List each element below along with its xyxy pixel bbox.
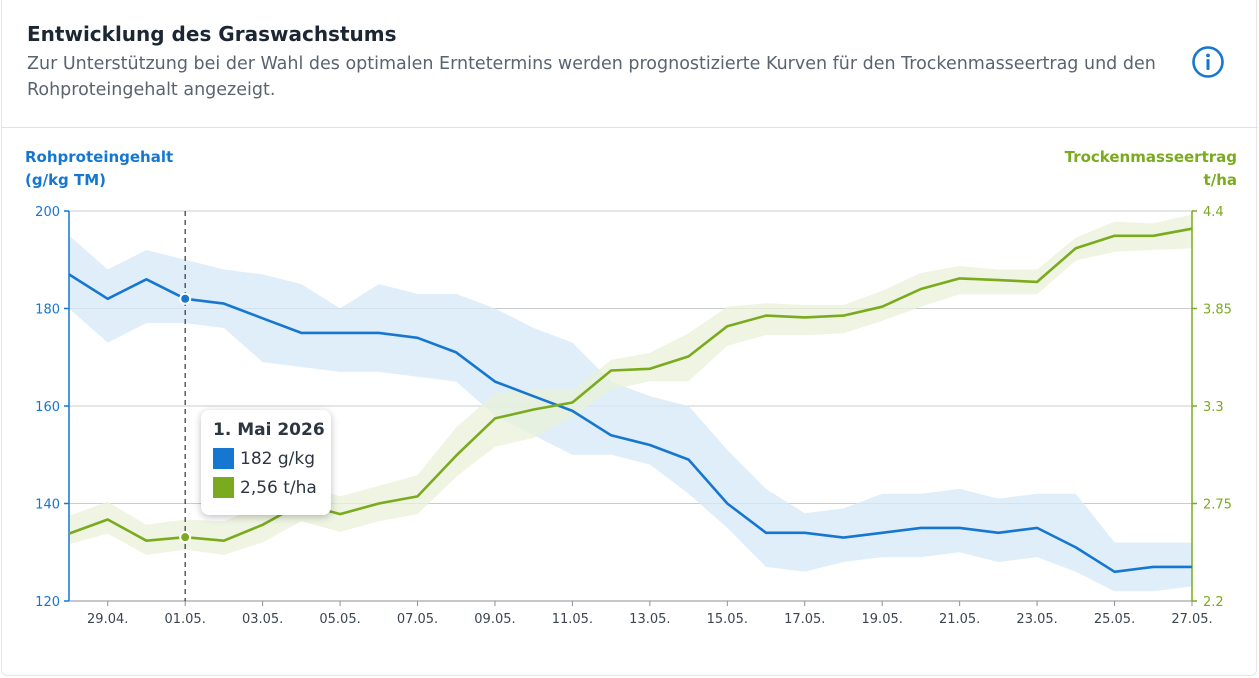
right-axis-tick-label: 3.3: [1203, 400, 1224, 415]
right-axis-tick-label: 3.85: [1203, 303, 1232, 318]
x-axis-tick-label: 17.05.: [784, 612, 825, 627]
x-axis-tick-label: 01.05.: [164, 612, 205, 627]
left-axis-title: Rohproteingehalt (g/kg TM): [25, 146, 173, 192]
x-axis-tick-label: 09.05.: [474, 612, 515, 627]
x-axis-tick-label: 19.05.: [862, 612, 903, 627]
confidence-band-trockenmasseertrag: [69, 214, 1192, 555]
x-axis-tick-label: 03.05.: [242, 612, 283, 627]
card-subtitle: Zur Unterstützung bei der Wahl des optim…: [27, 54, 1156, 100]
tooltip-yield-swatch: [213, 477, 234, 498]
chart-tooltip: 1. Mai 2026 182 g/kg 2,56 t/ha: [201, 410, 331, 515]
confidence-band-rohproteingehalt: [69, 235, 1192, 592]
tooltip-date: 1. Mai 2026: [213, 420, 325, 440]
right-axis-title-line2: t/ha: [1203, 171, 1237, 189]
left-axis-tick-label: 200: [35, 205, 60, 220]
right-axis-title-line1: Trockenmasseertrag: [1064, 148, 1237, 166]
x-axis-tick-label: 29.04.: [87, 612, 128, 627]
x-axis-tick-label: 05.05.: [319, 612, 360, 627]
x-axis-tick-label: 13.05.: [629, 612, 670, 627]
series-line-rohproteingehalt[interactable]: [68, 273, 1192, 574]
hover-marker-trockenmasseertrag: [179, 531, 192, 544]
left-axis-title-line1: Rohproteingehalt: [25, 148, 174, 166]
left-axis-tick-label: 120: [35, 595, 60, 610]
card-header: Entwicklung des Graswachstums Zur Unters…: [2, 0, 1258, 128]
tooltip-yield-row: 2,56 t/ha: [213, 477, 319, 498]
x-axis-tick-label: 11.05.: [552, 612, 593, 627]
x-axis-tick-label: 23.05.: [1016, 612, 1057, 627]
x-axis-tick-label: 27.05.: [1171, 612, 1212, 627]
info-icon[interactable]: [1191, 45, 1225, 79]
x-axis-tick-label: 21.05.: [939, 612, 980, 627]
tooltip-protein-row: 182 g/kg: [213, 448, 319, 469]
left-axis-tick-label: 180: [35, 303, 60, 318]
left-axis-tick-label: 160: [35, 400, 60, 415]
x-axis-tick-label: 15.05.: [707, 612, 748, 627]
left-axis-title-line2: (g/kg TM): [25, 171, 107, 189]
card-title: Entwicklung des Graswachstums: [27, 22, 397, 46]
x-axis-tick-label: 25.05.: [1094, 612, 1135, 627]
right-axis-tick-label: 4.4: [1203, 205, 1224, 220]
tooltip-protein-swatch: [213, 448, 234, 469]
left-axis-tick-label: 140: [35, 498, 60, 513]
right-axis-title: Trockenmasseertrag t/ha: [1065, 146, 1237, 192]
tooltip-protein-value: 182 g/kg: [240, 448, 316, 469]
series-line-trockenmasseertrag[interactable]: [68, 227, 1193, 543]
x-axis-tick-label: 07.05.: [397, 612, 438, 627]
hover-marker-rohproteingehalt: [179, 292, 192, 305]
right-axis-tick-label: 2.75: [1203, 498, 1232, 513]
right-axis-tick-label: 2.2: [1203, 595, 1224, 610]
tooltip-yield-value: 2,56 t/ha: [240, 477, 317, 498]
